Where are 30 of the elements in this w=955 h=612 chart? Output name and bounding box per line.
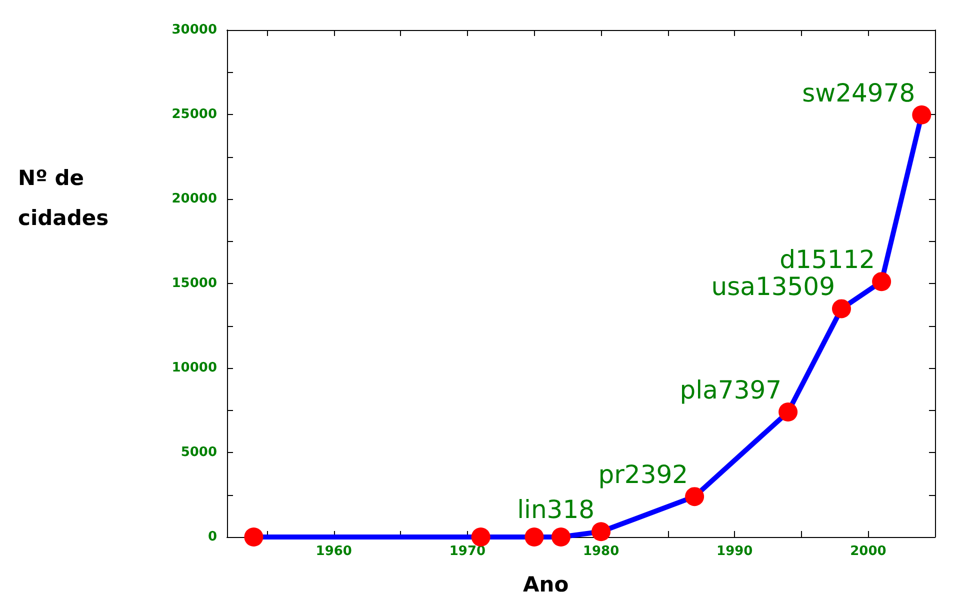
data-label: lin318 bbox=[517, 495, 595, 524]
y-axis-title: Nº de cidades bbox=[18, 166, 109, 230]
point bbox=[244, 528, 264, 546]
point bbox=[592, 522, 611, 542]
data-label: pr2392 bbox=[598, 460, 688, 490]
x-tick-label: 1960 bbox=[316, 544, 352, 559]
y-tick-label: 30000 bbox=[172, 22, 217, 38]
x-tick-label: 1990 bbox=[716, 544, 753, 559]
y-tick-label: 25000 bbox=[172, 107, 217, 122]
data-label: pla7397 bbox=[680, 375, 782, 404]
x-tick-label: 2000 bbox=[850, 544, 886, 559]
x-tick-label: 1970 bbox=[449, 544, 486, 559]
point bbox=[471, 528, 490, 546]
point bbox=[685, 487, 704, 506]
point bbox=[524, 528, 544, 546]
data-label: sw24978 bbox=[802, 78, 916, 108]
point bbox=[551, 528, 570, 546]
point bbox=[912, 105, 932, 124]
x-axis-title: Ano bbox=[523, 572, 569, 596]
y-tick-label: 5000 bbox=[180, 445, 217, 460]
y-tick-label: 10000 bbox=[172, 360, 217, 376]
y-tick-label: 0 bbox=[208, 530, 217, 544]
point bbox=[832, 299, 851, 318]
data-label: usa13509 bbox=[711, 272, 835, 302]
data-label: d15112 bbox=[780, 245, 876, 274]
x-tick-label: 1980 bbox=[582, 544, 620, 559]
point bbox=[872, 272, 892, 292]
point bbox=[778, 402, 798, 422]
y-tick-label: 20000 bbox=[172, 192, 217, 206]
y-tick-label: 15000 bbox=[172, 276, 217, 291]
